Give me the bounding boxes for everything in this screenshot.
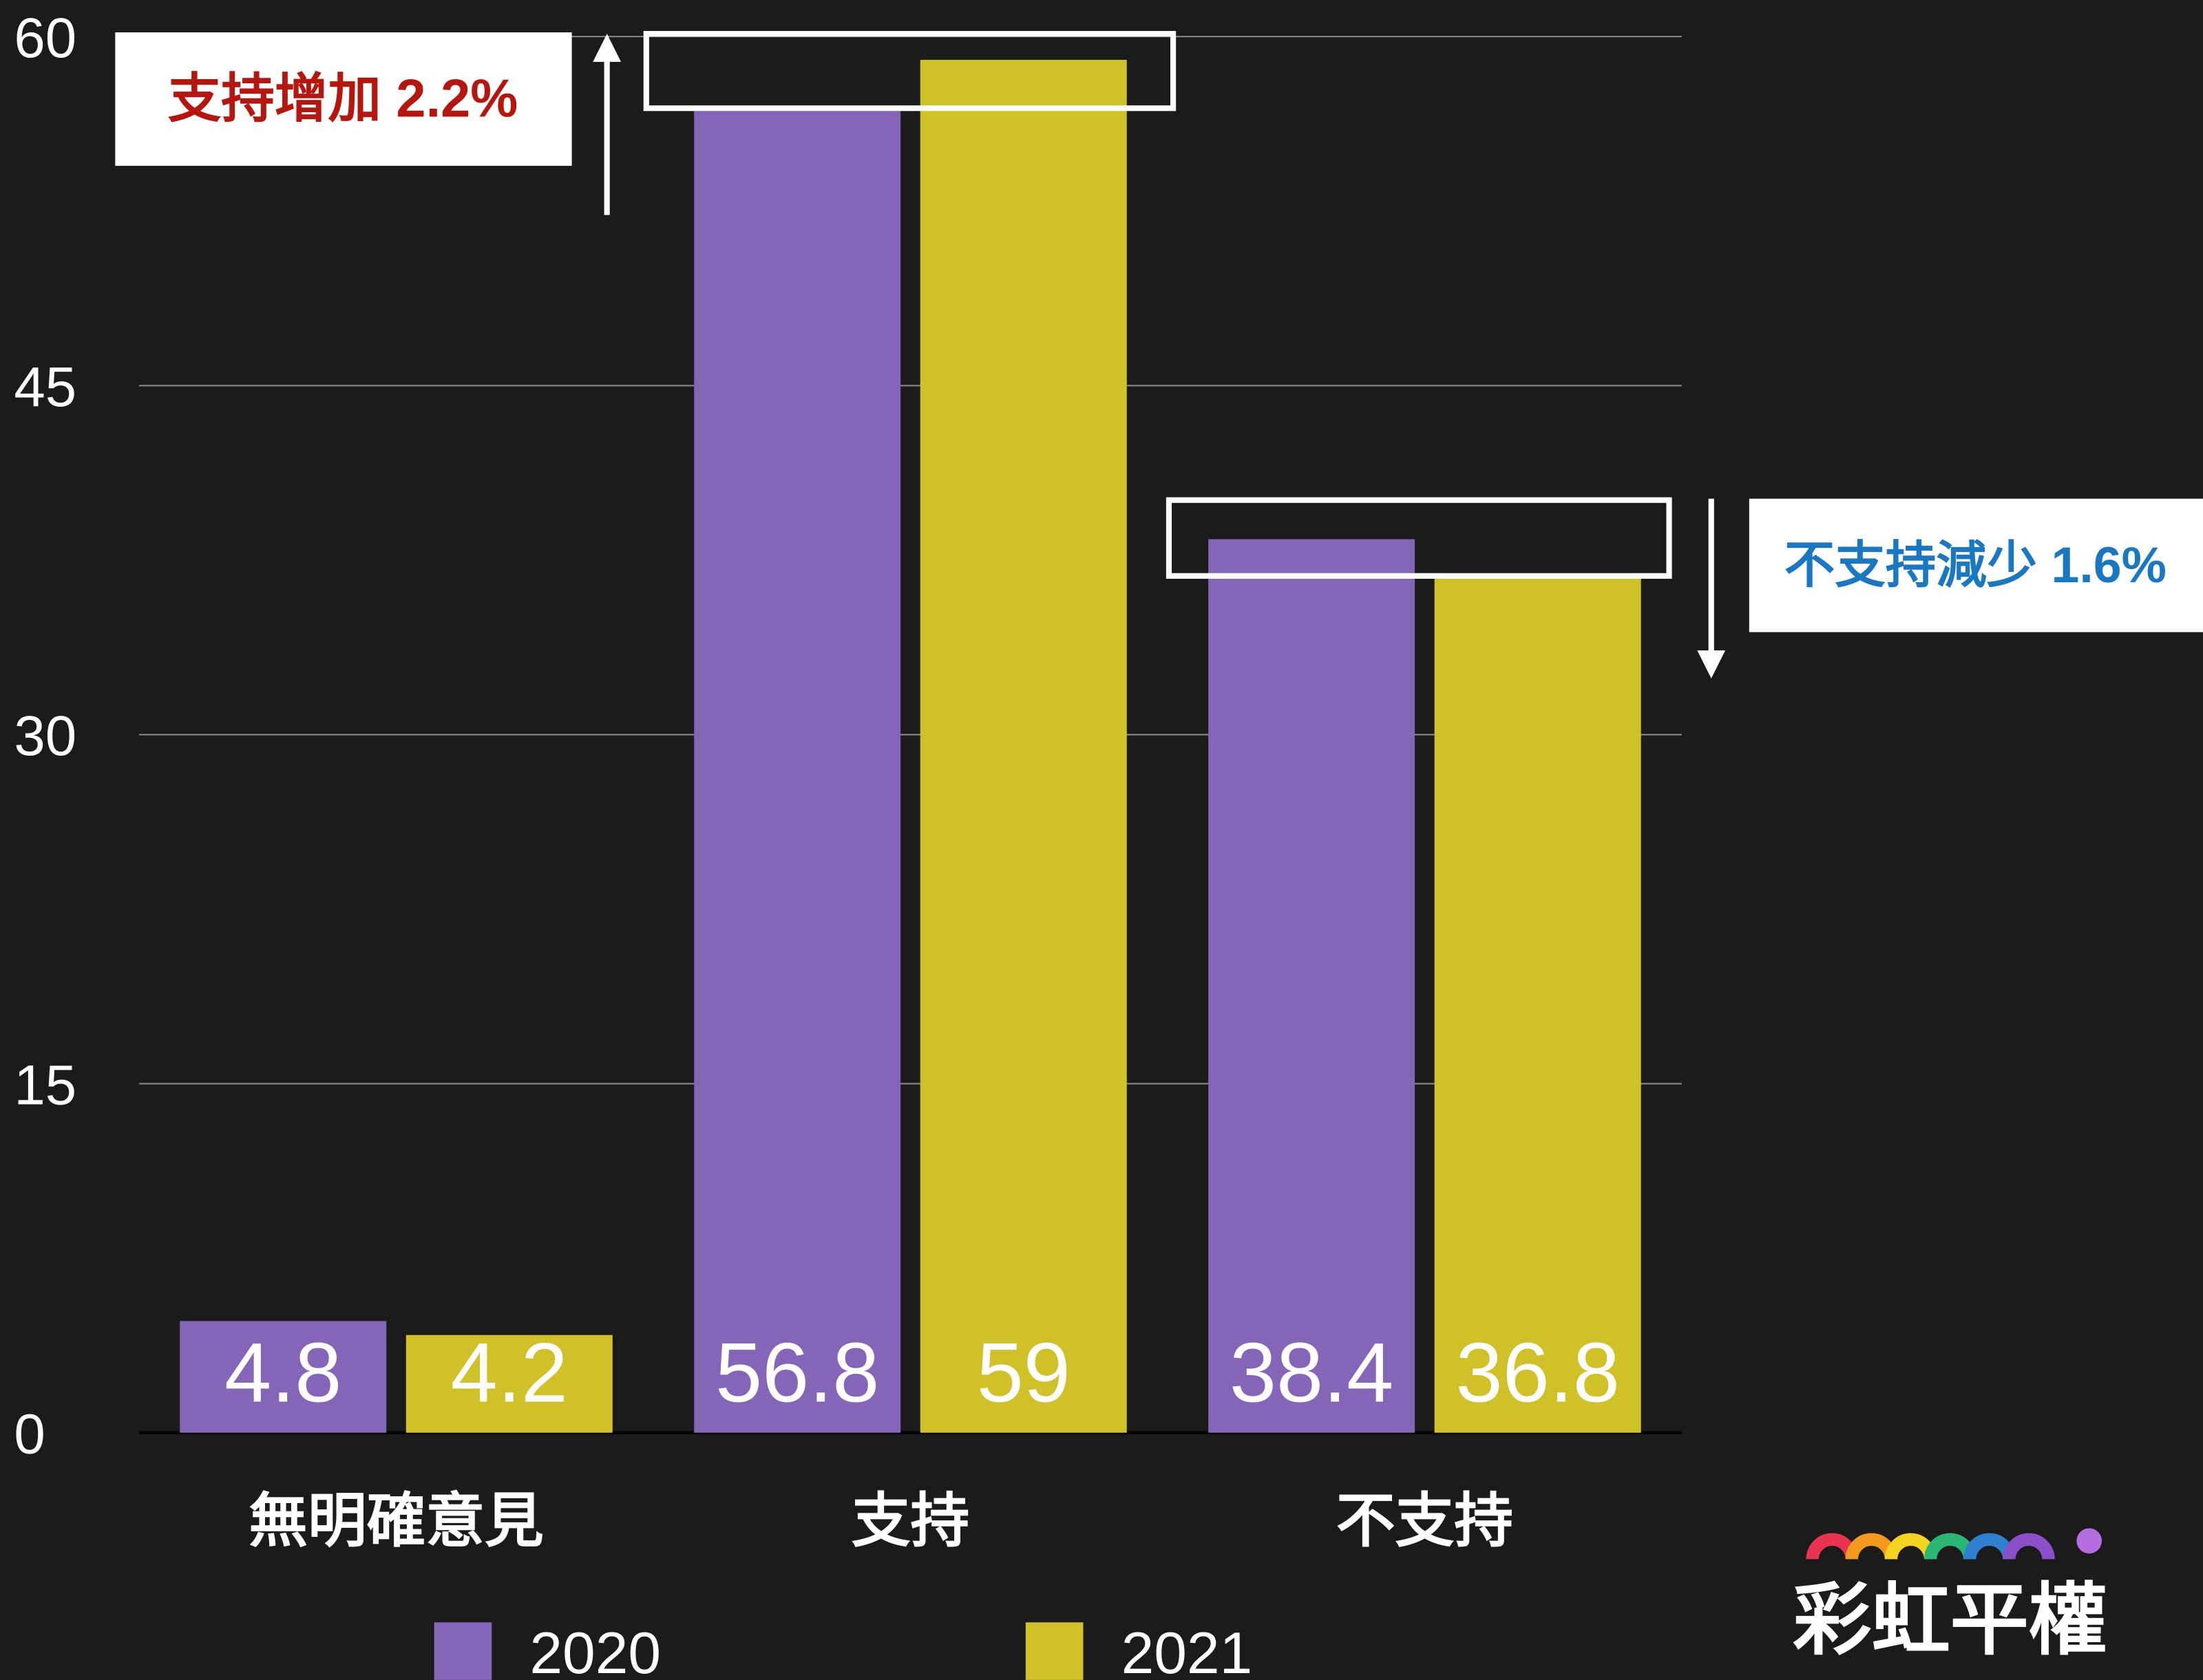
y-tick-label: 60 bbox=[14, 7, 76, 70]
legend-swatch bbox=[1025, 1622, 1084, 1680]
bar bbox=[920, 59, 1127, 1433]
highlight-box bbox=[643, 30, 1177, 111]
data-label: 38.4 bbox=[1230, 1326, 1393, 1420]
logo-arc bbox=[2003, 1533, 2055, 1560]
y-tick-label: 15 bbox=[14, 1054, 76, 1116]
arrow-head bbox=[1697, 650, 1726, 679]
annotation-box bbox=[1749, 498, 2203, 632]
annotation-oppose: 不支持減少 1.6% bbox=[1166, 497, 2203, 679]
annotation-support: 支持增加 2.2% bbox=[115, 30, 1177, 215]
logo: 彩虹平權 bbox=[1793, 1528, 2107, 1665]
highlight-box bbox=[1166, 497, 1672, 579]
legend-swatch bbox=[434, 1622, 492, 1680]
annotation-text: 支持增加 2.2% bbox=[168, 70, 518, 129]
y-tick-label: 45 bbox=[14, 356, 76, 418]
data-label: 36.8 bbox=[1456, 1326, 1620, 1420]
logo-text: 彩虹平權 bbox=[1793, 1577, 2107, 1665]
data-label: 56.8 bbox=[715, 1326, 879, 1420]
bar bbox=[1434, 576, 1641, 1433]
plot-area: 0 15 30 45 60 無明確意見 4.8 4.2 支持 56.8 59 不支持 38.4 36.8 2… bbox=[14, 7, 1682, 1680]
y-tick-label: 0 bbox=[14, 1403, 45, 1465]
annotation-text: 不支持減少 1.6% bbox=[1784, 536, 2167, 593]
x-tick-label: 支持 bbox=[852, 1488, 969, 1554]
bar bbox=[405, 1335, 613, 1433]
bar bbox=[180, 1321, 387, 1433]
x-tick-label: 不支持 bbox=[1336, 1488, 1513, 1554]
data-label: 4.2 bbox=[451, 1326, 568, 1420]
x-tick-label: 無明確意見 bbox=[249, 1488, 544, 1554]
logo-dot bbox=[2076, 1528, 2102, 1554]
data-label: 59 bbox=[977, 1326, 1071, 1420]
bar bbox=[694, 111, 901, 1433]
legend-label: 2020 bbox=[529, 1620, 661, 1680]
annotation-box bbox=[115, 32, 572, 166]
bar bbox=[1208, 539, 1415, 1433]
y-tick-label: 30 bbox=[14, 705, 76, 767]
legend-label: 2021 bbox=[1121, 1620, 1253, 1680]
arrow-head bbox=[593, 34, 622, 62]
data-label: 4.8 bbox=[224, 1326, 341, 1420]
